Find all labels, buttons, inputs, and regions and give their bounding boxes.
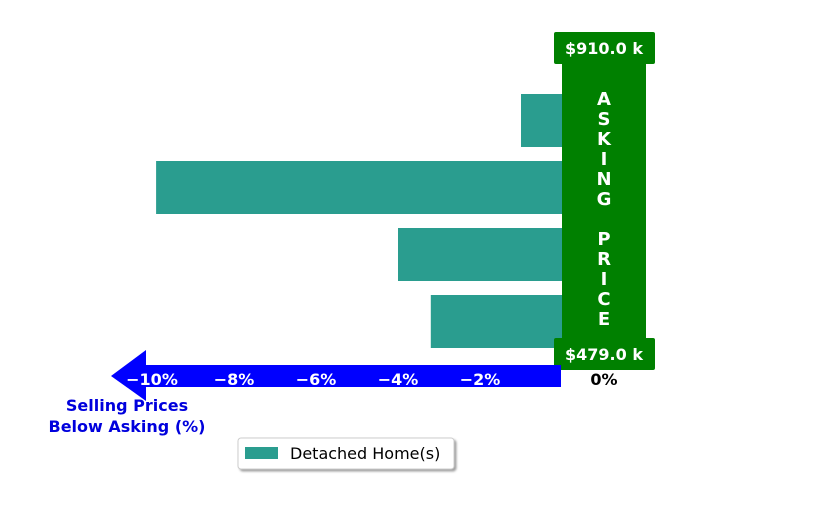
asking-price-letter: I [601, 149, 608, 170]
asking-price-letter: P [597, 229, 610, 250]
x-axis-label-line-2: Below Asking (%) [49, 417, 206, 436]
x-axis-arrow [111, 350, 561, 401]
x-tick-label: −2% [460, 370, 501, 389]
asking-price-letter: C [597, 289, 610, 310]
bottom-price-box [554, 338, 655, 370]
x-tick-label: −10% [126, 370, 178, 389]
asking-price-letter: R [597, 249, 611, 270]
bar-3 [398, 228, 562, 281]
asking-price-letter: G [597, 189, 612, 210]
x-axis-label-line-1: Selling Prices [66, 396, 188, 415]
x-tick-label: −8% [214, 370, 255, 389]
bar-4 [430, 295, 562, 348]
asking-price-letter: K [597, 129, 612, 150]
asking-price-letter: A [597, 89, 611, 110]
legend-label: Detached Home(s) [290, 444, 440, 463]
bar-2 [156, 161, 562, 214]
asking-price-letter: N [596, 169, 611, 190]
asking-price-panel [562, 58, 646, 348]
legend: Detached Home(s) [237, 437, 455, 470]
asking-price-letter: S [598, 109, 611, 130]
bars [156, 94, 562, 348]
x-tick-label: −6% [296, 370, 337, 389]
bottom-price-label: $479.0 k [565, 345, 643, 364]
legend-frame [237, 437, 455, 470]
asking-price-letter: I [601, 269, 608, 290]
top-price-box [554, 32, 655, 64]
top-price-label: $910.0 k [565, 39, 643, 58]
x-tick-label: −4% [378, 370, 419, 389]
x-axis-ticks: −10% −8% −6% −4% −2% 0% [126, 370, 617, 389]
legend-swatch [245, 447, 278, 459]
asking-price-letter: E [598, 309, 610, 330]
x-tick-label: 0% [590, 370, 617, 389]
bar-1 [521, 94, 562, 147]
